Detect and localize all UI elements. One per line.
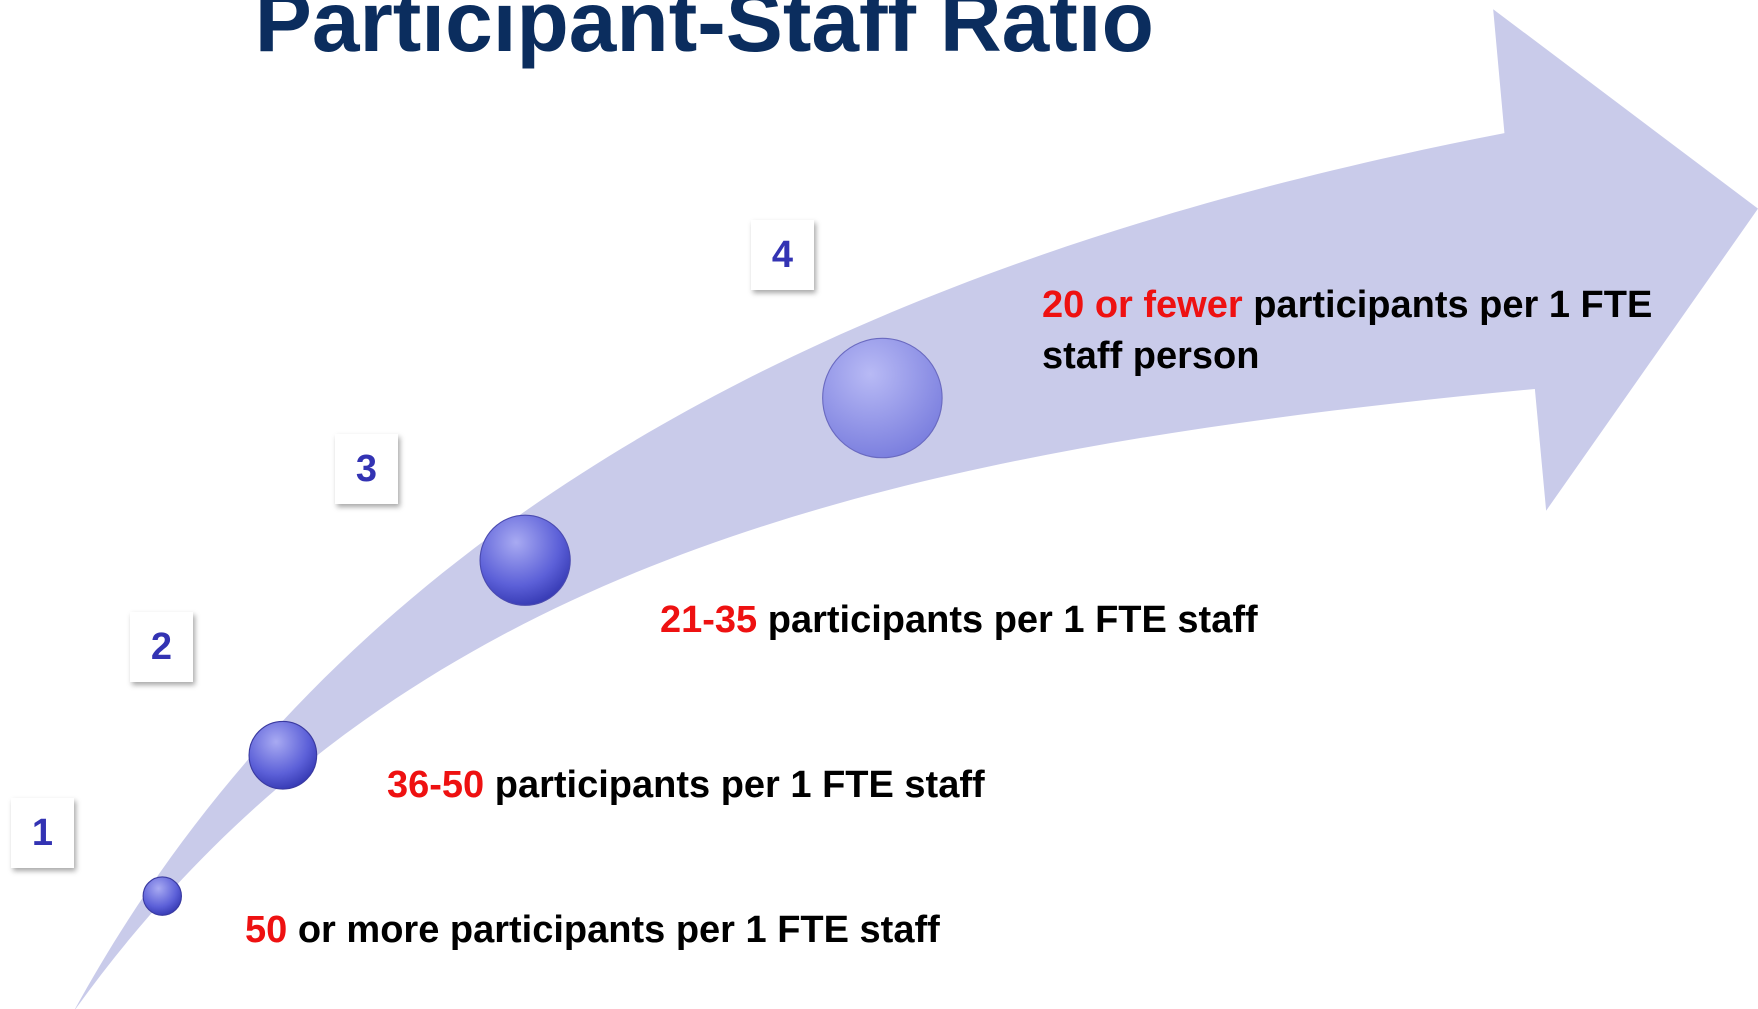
description: participants per 1 FTE staff xyxy=(494,764,985,806)
highlight: 36-50 xyxy=(387,764,485,806)
step-text: 21-35 participants per 1 FTE staff xyxy=(660,595,1258,646)
step-text: 36-50 participants per 1 FTE staff xyxy=(387,760,985,811)
description: participants per 1 FTE staff person xyxy=(1042,284,1653,377)
highlight: 50 xyxy=(245,909,288,951)
step-number: 3 xyxy=(335,434,398,504)
description: or more participants per 1 FTE staff xyxy=(297,909,940,951)
step-number: 1 xyxy=(11,798,74,868)
arrow xyxy=(75,9,1758,1009)
step-number: 4 xyxy=(751,220,814,290)
step-text: 20 or fewer participants per 1 FTE staff… xyxy=(1042,280,1732,382)
step-dot xyxy=(479,514,571,606)
step-number: 2 xyxy=(130,612,193,682)
step-dot xyxy=(822,337,943,459)
highlight: 20 or fewer xyxy=(1042,284,1243,326)
step-dot xyxy=(248,720,318,790)
description: participants per 1 FTE staff xyxy=(767,599,1258,641)
title: Participant-Staff Ratio xyxy=(255,0,1154,70)
highlight: 21-35 xyxy=(660,599,758,641)
step-dot xyxy=(142,876,182,916)
step-text: 50 or more participants per 1 FTE staff xyxy=(245,905,940,956)
